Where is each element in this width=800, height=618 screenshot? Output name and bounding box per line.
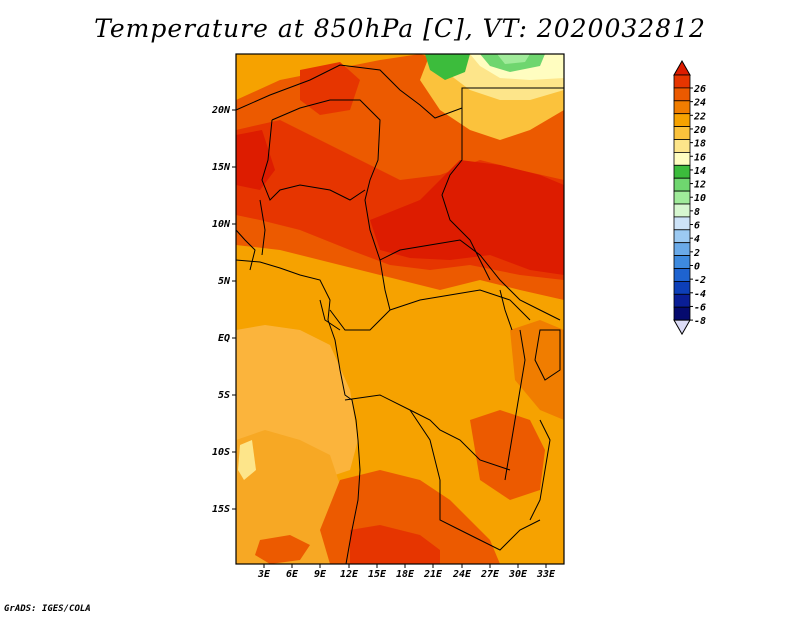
colorbar-swatch [673, 74, 691, 89]
lon-label: 3E [257, 569, 271, 580]
colorbar-swatch [673, 139, 691, 153]
colorbar-label: 4 [694, 234, 700, 245]
colorbar-label: 2 [693, 248, 700, 259]
colorbar-label: 20 [693, 125, 706, 136]
grads-credit: GrADS: IGES/COLA [4, 604, 91, 614]
colorbar-swatch [673, 164, 691, 179]
lon-label: 18E [396, 569, 415, 580]
lon-label: 27E [480, 569, 500, 580]
colorbar-label: 24 [693, 98, 706, 109]
lat-label: 20N [211, 105, 231, 116]
longitude-labels: 3E 6E 9E 12E 15E 18E 21E 24E 27E 30E 33E [257, 569, 556, 580]
temperature-field [235, 53, 565, 565]
colorbar-label: 8 [694, 207, 700, 218]
colorbar-swatch [673, 268, 691, 282]
colorbar-swatch [673, 216, 691, 231]
lon-label: 30E [508, 569, 528, 580]
colorbar-label: 12 [694, 180, 706, 191]
colorbar-swatch [673, 306, 691, 321]
colorbar-label: 14 [694, 166, 706, 177]
lat-label: 5S [218, 390, 230, 401]
map-title: Temperature at 850hPa [C], VT: 202003281… [94, 14, 706, 43]
lat-label: EQ [218, 333, 230, 344]
lon-label: 15E [368, 569, 387, 580]
colorbar-label: -8 [694, 316, 706, 327]
colorbar-swatch [673, 293, 691, 308]
colorbar-swatch [673, 203, 691, 218]
colorbar-label: -6 [694, 302, 706, 313]
colorbar-bottom-arrow [673, 319, 691, 336]
colorbar-top-arrow [673, 59, 691, 76]
lon-label: 24E [452, 569, 472, 580]
colorbar-label: 18 [694, 139, 706, 150]
colorbar-label: 10 [694, 193, 706, 204]
colorbar-label: 22 [693, 111, 706, 122]
lon-label: 9E [314, 569, 327, 580]
lat-label: 5N [218, 276, 231, 287]
colorbar-swatch [673, 87, 691, 102]
lat-label: 15S [212, 504, 230, 515]
colorbar-label: -2 [694, 275, 706, 286]
colorbar-label: -4 [694, 289, 706, 300]
lon-label: 21E [423, 569, 443, 580]
lon-label: 12E [340, 569, 359, 580]
colorbar-label: 26 [693, 84, 706, 95]
colorbar-label: 0 [694, 261, 700, 272]
colorbar-swatch [673, 126, 691, 140]
colorbar-label: 16 [694, 152, 706, 163]
colorbar-swatch [673, 242, 691, 256]
colorbar-label: 6 [694, 221, 700, 232]
latitude-labels: 20N 15N 10N 5N EQ 5S 10S 15S [211, 105, 231, 515]
colorbar-swatch [673, 100, 691, 115]
colorbar-swatch [673, 190, 691, 205]
colorbar-swatch [673, 255, 691, 269]
colorbar-swatch [673, 177, 691, 192]
colorbar-swatch [673, 280, 691, 295]
lon-label: 6E [286, 569, 299, 580]
colorbar-swatch [673, 113, 691, 127]
lat-label: 10N [212, 219, 231, 230]
lat-label: 10S [212, 447, 230, 458]
lat-label: 15N [212, 162, 231, 173]
colorbar-swatch [673, 151, 691, 166]
lon-label: 33E [536, 569, 556, 580]
colorbar-swatch [673, 229, 691, 244]
